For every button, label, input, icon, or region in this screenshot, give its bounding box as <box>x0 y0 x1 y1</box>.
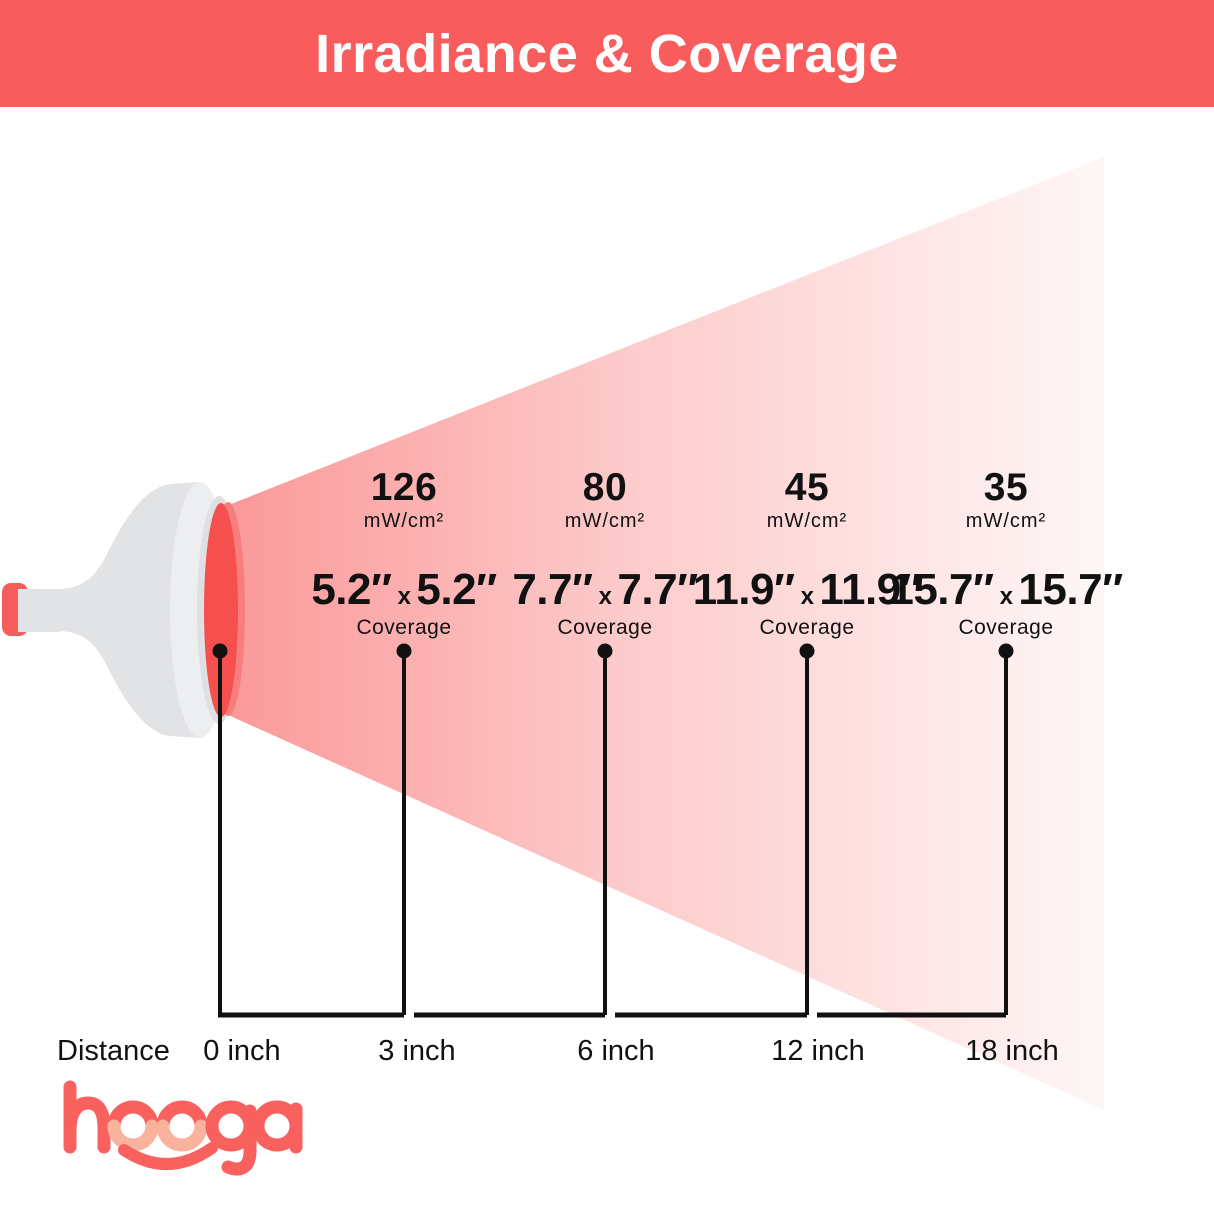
marker-pin-6inch <box>597 643 613 1015</box>
logo-letter-o2-top <box>156 1100 208 1133</box>
coverage-label: Coverage <box>557 616 653 639</box>
measurement-column-3inch: 126 mW/cm² 5.2″ x 5.2″ Coverage <box>311 466 497 640</box>
distance-tick-12inch: 12 inch <box>771 1035 865 1067</box>
brand-logo <box>63 1080 303 1176</box>
lamp-neck <box>18 589 60 632</box>
coverage-height: 7.7″ <box>617 565 698 614</box>
coverage-times: x <box>800 583 814 610</box>
distance-tick-18inch: 18 inch <box>965 1035 1059 1067</box>
logo-letter-h-arch <box>63 1096 111 1154</box>
irradiance-unit: mW/cm² <box>766 510 848 532</box>
irradiance-value: 80 <box>582 466 628 509</box>
logo-letter-g-tail <box>221 1104 257 1176</box>
logo-letter-o1-bottom <box>107 1119 159 1152</box>
distance-tick-3inch: 3 inch <box>378 1035 456 1067</box>
light-cone <box>226 157 1104 1110</box>
coverage-height: 11.9″ <box>819 565 922 614</box>
irradiance-unit: mW/cm² <box>965 510 1047 532</box>
logo-smile <box>118 1142 218 1170</box>
coverage-width: 11.9″ <box>692 565 795 614</box>
marker-pin-3inch <box>396 643 412 1015</box>
coverage-label: Coverage <box>958 616 1054 639</box>
coverage-value: 5.2″ x 5.2″ <box>311 565 497 614</box>
distance-tick-0inch: 0 inch <box>203 1035 281 1067</box>
coverage-times: x <box>397 583 411 610</box>
measurement-column-6inch: 80 mW/cm² 7.7″ x 7.7″ Coverage <box>512 466 698 640</box>
irradiance-value: 45 <box>784 466 830 509</box>
coverage-height: 15.7″ <box>1018 565 1123 614</box>
irradiance-value: 35 <box>983 466 1029 509</box>
coverage-value: 11.9″ x 11.9″ <box>692 565 922 614</box>
coverage-width: 7.7″ <box>512 565 593 614</box>
header-banner: Irradiance & Coverage <box>0 0 1214 107</box>
logo-letter-o2-bottom <box>156 1119 208 1152</box>
marker-pin-18inch <box>998 643 1014 1015</box>
page-title: Irradiance & Coverage <box>315 23 899 84</box>
measurement-column-18inch: 35 mW/cm² 15.7″ x 15.7″ Coverage <box>889 466 1123 640</box>
irradiance-unit: mW/cm² <box>363 510 445 532</box>
measurement-column-12inch: 45 mW/cm² 11.9″ x 11.9″ Coverage <box>692 466 922 640</box>
distance-axis-label: Distance <box>57 1035 170 1067</box>
distance-markers <box>212 643 1014 1018</box>
marker-pin-0inch <box>212 643 228 1015</box>
marker-pin-12inch <box>799 643 815 1015</box>
logo-letter-o1-top <box>107 1100 159 1133</box>
coverage-height: 5.2″ <box>416 565 497 614</box>
coverage-width: 5.2″ <box>311 565 392 614</box>
coverage-value: 7.7″ x 7.7″ <box>512 565 698 614</box>
irradiance-unit: mW/cm² <box>564 510 646 532</box>
coverage-times: x <box>598 583 612 610</box>
distance-tick-6inch: 6 inch <box>577 1035 655 1067</box>
irradiance-value: 126 <box>370 466 438 509</box>
coverage-times: x <box>999 583 1013 610</box>
coverage-value: 15.7″ x 15.7″ <box>889 565 1123 614</box>
coverage-label: Coverage <box>759 616 855 639</box>
lamp-face <box>204 503 238 717</box>
coverage-width: 15.7″ <box>889 565 994 614</box>
coverage-label: Coverage <box>356 616 452 639</box>
